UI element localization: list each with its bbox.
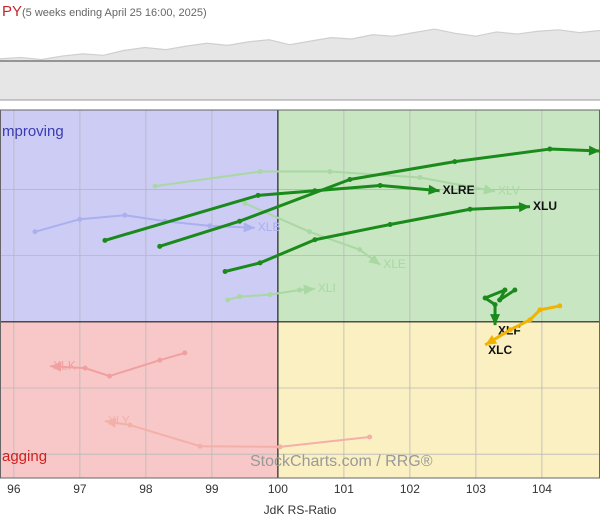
tail-head: [588, 145, 600, 156]
tail-point: [77, 216, 83, 222]
tail-point: [257, 260, 263, 266]
tail-point: [225, 297, 231, 303]
series-label: XLY: [108, 413, 130, 427]
tail-point: [237, 218, 243, 224]
tail-point: [152, 183, 158, 189]
tail-point: [482, 295, 488, 301]
quadrant-improving: [0, 110, 278, 322]
quadrant-lagging: [0, 321, 278, 478]
x-tick-label: 101: [334, 482, 354, 496]
tail-point: [122, 212, 128, 218]
price-line: [0, 28, 600, 61]
price-area: [0, 29, 600, 100]
tail-point: [387, 222, 393, 228]
tail-point: [237, 294, 243, 300]
series-label: XLV: [498, 184, 520, 198]
series-label: XLI: [318, 281, 336, 295]
series-label: XLRE: [443, 183, 475, 197]
tail-point: [467, 206, 473, 212]
tail-point: [527, 317, 533, 323]
watermark: StockCharts.com / RRG®: [250, 453, 433, 470]
tail-head: [483, 184, 496, 195]
tail-point: [157, 243, 163, 249]
tail-line: [483, 288, 516, 326]
tail-head: [428, 184, 440, 195]
tail-head: [490, 314, 501, 326]
tail-point: [357, 247, 363, 253]
tail-point: [547, 146, 553, 152]
series-label: XLK: [53, 358, 76, 372]
x-axis-title: JdK RS-Ratio: [264, 503, 337, 517]
x-tick-label: 99: [205, 482, 219, 496]
series-label: XLC: [488, 343, 512, 357]
x-tick-label: 102: [400, 482, 420, 496]
tail-point: [377, 182, 383, 188]
quadrant-label: mproving: [2, 123, 64, 140]
x-tick-label: 98: [139, 482, 153, 496]
tail-line: [224, 205, 531, 273]
x-tick-label: 104: [532, 482, 552, 496]
series-label: XLB: [258, 220, 281, 234]
tail-point: [267, 292, 273, 298]
x-tick-label: 100: [268, 482, 288, 496]
tail-point: [157, 357, 163, 363]
tail-head: [518, 202, 531, 213]
tail-point: [102, 237, 108, 243]
quadrant-label: agging: [2, 448, 47, 465]
tail-point: [497, 297, 503, 303]
tail-head: [104, 417, 117, 428]
tail-point: [255, 192, 261, 198]
tail-point: [207, 223, 213, 229]
tail-point: [312, 237, 318, 243]
quadrant-weakening: [277, 321, 600, 478]
tail-point: [242, 200, 248, 206]
tail-point: [222, 268, 228, 274]
tail-point: [82, 365, 88, 371]
x-tick-label: 96: [7, 482, 21, 496]
series-label: XLE: [383, 257, 406, 271]
tail-head: [303, 284, 315, 295]
tail-head: [243, 222, 255, 233]
tail-point: [182, 350, 188, 356]
tail-point: [537, 307, 543, 313]
tail-point: [347, 176, 353, 182]
x-tick-label: 97: [73, 482, 87, 496]
tail-point: [367, 434, 373, 440]
tail-point: [277, 444, 283, 450]
tail-line: [244, 202, 381, 266]
chart-title: PY: [2, 3, 22, 20]
tail-point: [492, 302, 498, 308]
tail-line: [159, 147, 600, 248]
tail-point: [557, 303, 563, 309]
chart-subtitle: (5 weeks ending April 25 16:00, 2025): [22, 7, 207, 19]
tail-point: [127, 422, 133, 428]
tail-point: [307, 229, 313, 235]
tail-head: [368, 254, 381, 265]
tail-point: [107, 373, 113, 379]
tail-line: [34, 214, 255, 233]
tail-point: [297, 287, 303, 293]
tail-point: [502, 287, 508, 293]
tail-point: [197, 443, 203, 449]
tail-point: [417, 175, 423, 181]
tail-point: [312, 188, 318, 194]
tail-point: [257, 169, 263, 175]
x-tick-label: 103: [466, 482, 486, 496]
tail-point: [452, 159, 458, 165]
series-label: XLU: [533, 199, 557, 213]
tail-point: [512, 287, 518, 293]
tail-head: [485, 334, 498, 345]
tail-head: [50, 361, 62, 372]
tail-point: [327, 169, 333, 175]
tail-point: [32, 229, 38, 235]
tail-point: [507, 327, 513, 333]
